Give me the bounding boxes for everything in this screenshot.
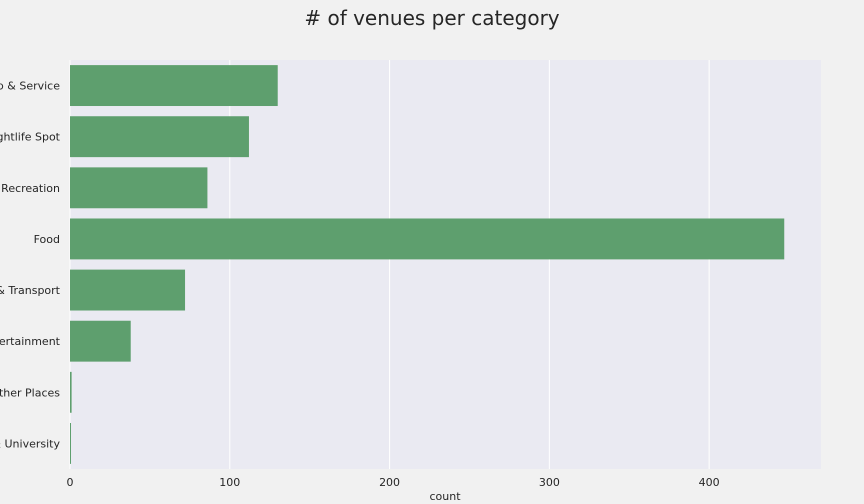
bars — [70, 65, 785, 464]
bar-1 — [70, 116, 249, 158]
bar-5 — [70, 320, 131, 362]
y-tick-label-5: ntertainment — [0, 335, 61, 348]
y-tick-label-4: & Transport — [0, 284, 61, 297]
x-tick-label-3: 300 — [539, 476, 560, 489]
y-tick-labels: op & Service lightlife Spot & Recreation Fo… — [0, 80, 61, 451]
bar-3 — [70, 218, 785, 260]
x-tick-label-2: 200 — [379, 476, 400, 489]
bar-0 — [70, 65, 278, 107]
y-tick-label-6: Other Places — [0, 386, 60, 399]
x-tick-label-1: 100 — [219, 476, 240, 489]
bar-7 — [70, 422, 71, 464]
x-tick-labels: 0 100 200 300 400 — [67, 476, 720, 489]
y-tick-label-0: op & Service — [0, 80, 60, 93]
bar-6 — [70, 371, 72, 413]
y-tick-label-2: & Recreation — [0, 182, 60, 195]
bar-4 — [70, 269, 186, 311]
x-tick-label-4: 400 — [699, 476, 720, 489]
x-tick-label-0: 0 — [67, 476, 74, 489]
chart-title: # of venues per category — [304, 6, 559, 30]
x-axis-label: count — [429, 490, 461, 503]
y-tick-label-7: & University — [0, 437, 60, 450]
bar-2 — [70, 167, 208, 209]
y-tick-label-3: Food — [34, 233, 60, 246]
y-tick-label-1: lightlife Spot — [0, 131, 61, 144]
